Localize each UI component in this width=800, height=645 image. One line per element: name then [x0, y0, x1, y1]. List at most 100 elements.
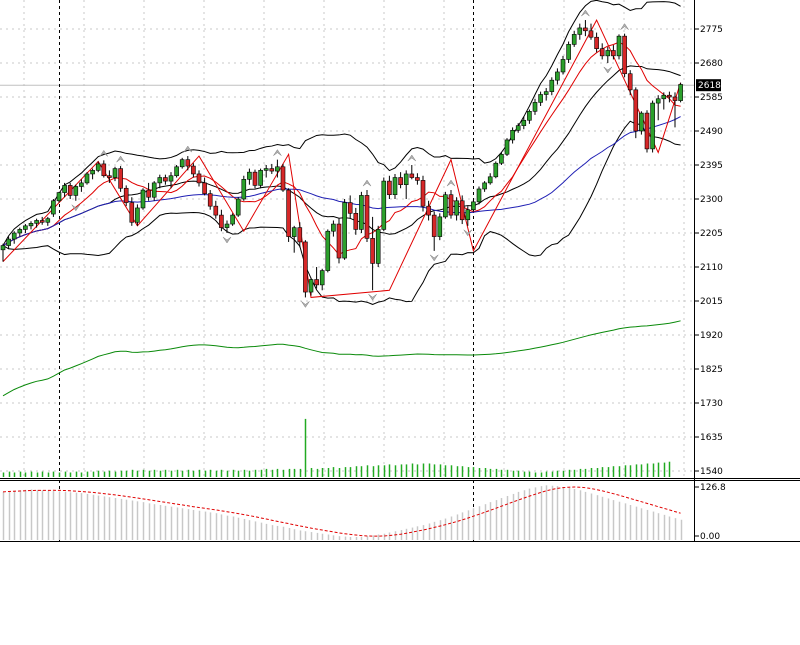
fractal-down-marker: [301, 301, 310, 308]
fractal-up-marker: [183, 145, 193, 153]
bear-candle: [269, 168, 275, 172]
bear-candle: [622, 35, 627, 75]
bull-candle: [247, 171, 252, 180]
fractal-up-marker: [273, 149, 282, 156]
bear-candle: [314, 279, 319, 286]
bear-candle: [101, 163, 107, 177]
last-price-label: 2618: [698, 81, 721, 91]
bull-candle: [140, 189, 146, 209]
bollinger-bands: [2, 0, 681, 305]
bear-candle: [672, 96, 678, 101]
fractal-down-marker: [222, 236, 232, 244]
bull-candle: [174, 166, 179, 177]
bull-candle: [476, 188, 482, 203]
bull-candle: [34, 220, 39, 224]
bull-candle: [45, 218, 51, 223]
bull-candle: [443, 194, 448, 218]
fractal-down-marker: [603, 66, 613, 74]
bear-candle: [191, 165, 196, 175]
price-tick-label: 2015: [700, 297, 723, 307]
bear-candle: [387, 180, 392, 196]
bear-candle: [336, 223, 342, 259]
bear-candle: [594, 36, 599, 49]
bull-candle: [84, 173, 90, 184]
bear-candle: [252, 171, 258, 186]
bear-candle: [303, 241, 308, 293]
bull-candle: [482, 182, 487, 190]
bear-candle: [219, 214, 224, 228]
price-tick-label: 1635: [700, 433, 723, 443]
fractal-up-marker: [116, 155, 125, 163]
bull-candle: [650, 102, 655, 150]
bear-candle: [588, 30, 594, 38]
bull-candle: [230, 214, 235, 225]
bull-candle: [510, 129, 515, 141]
middle-band: [2, 65, 681, 246]
bear-candle: [196, 173, 202, 184]
bull-candle: [549, 79, 555, 92]
bull-candle: [275, 166, 280, 172]
bull-candle: [605, 50, 611, 57]
bull-candle: [655, 98, 661, 104]
bull-candle: [0, 245, 6, 251]
fractal-down-marker: [463, 229, 473, 237]
fractal-up-marker: [446, 179, 456, 187]
bull-candle: [359, 195, 364, 230]
price-tick-label: 2680: [700, 59, 723, 69]
bear-candle: [107, 175, 112, 178]
last-price-box: [696, 79, 721, 92]
bear-candle: [297, 227, 303, 243]
bull-candle: [381, 180, 387, 230]
bear-candle: [420, 180, 426, 207]
bear-candle: [123, 187, 129, 203]
bull-candle: [224, 223, 230, 228]
bull-candle: [90, 170, 95, 175]
bull-candle: [437, 216, 443, 237]
bear-candle: [627, 73, 633, 91]
bear-candle: [364, 195, 370, 239]
bull-candle: [308, 279, 314, 293]
fractal-markers: [71, 9, 629, 308]
bull-candle: [543, 91, 549, 95]
bull-candle: [465, 209, 471, 221]
bear-candle: [67, 185, 73, 196]
price-tick-label: 1540: [700, 467, 723, 477]
bull-candle: [73, 186, 79, 196]
last-price-marker: 2618: [696, 79, 721, 92]
bull-candle: [532, 102, 538, 112]
bear-candle: [644, 112, 650, 150]
bull-candle: [392, 177, 398, 196]
bear-candle: [398, 177, 403, 185]
bull-candle: [639, 112, 644, 132]
bull-candle: [555, 71, 560, 81]
bull-candle: [79, 182, 84, 187]
fractal-up-marker: [620, 23, 629, 30]
bull-candle: [331, 223, 336, 232]
bull-candle: [112, 168, 118, 178]
bull-candle: [616, 35, 622, 57]
bear-candle: [347, 202, 353, 214]
bear-candle: [409, 173, 415, 178]
bull-candle: [168, 175, 174, 182]
bear-candle: [459, 200, 465, 221]
bull-candle: [527, 111, 532, 121]
bull-candle: [291, 227, 297, 237]
zigzag-line: [2, 18, 682, 298]
candlesticks: [0, 20, 683, 298]
bull-candle: [51, 200, 56, 215]
bull-candle: [493, 162, 499, 178]
period-separators: [59, 0, 474, 541]
price-tick-label: 2205: [700, 229, 723, 239]
bull-candle: [560, 59, 566, 73]
bull-candle: [577, 27, 583, 35]
price-tick-label: 2110: [700, 263, 723, 273]
price-tick-label: 2395: [700, 161, 723, 171]
bull-candle: [151, 182, 157, 198]
bull-candle: [504, 139, 510, 155]
bear-candle: [611, 50, 616, 57]
bull-candle: [179, 159, 185, 168]
indicator-tick-label: 0.00: [700, 532, 720, 542]
bear-candle: [353, 213, 359, 230]
bull-candle: [319, 270, 325, 286]
bull-candle: [403, 173, 409, 185]
